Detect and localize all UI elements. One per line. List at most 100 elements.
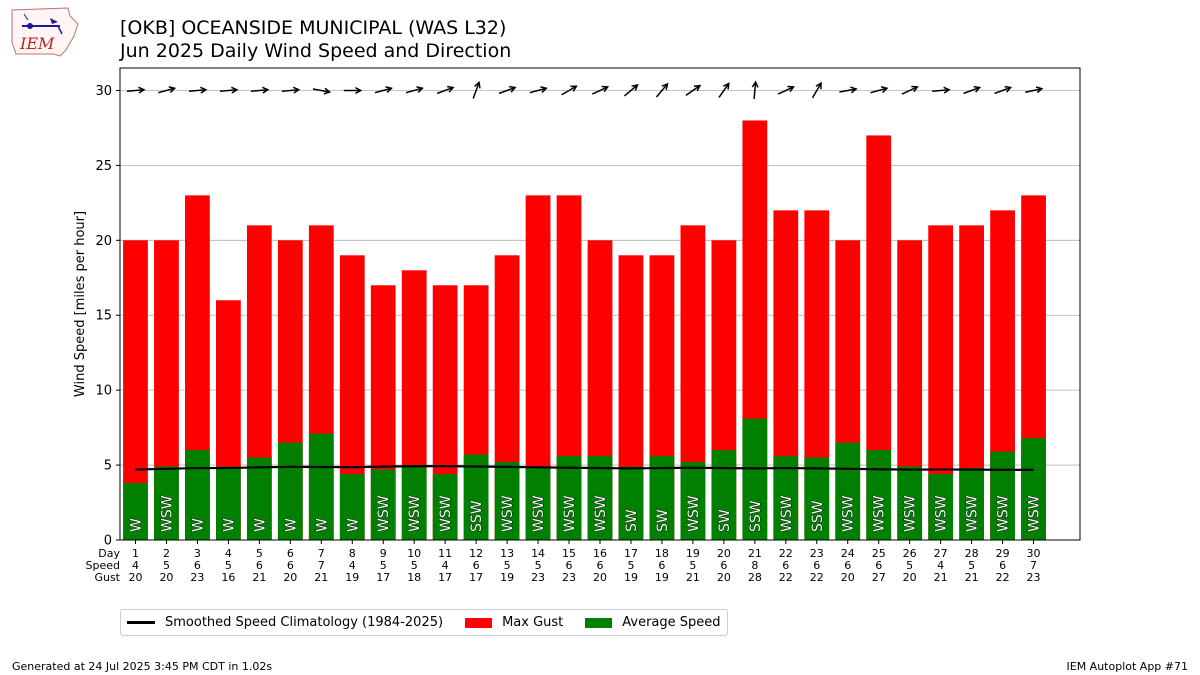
wind-arrow-day-6 — [281, 86, 301, 94]
wind-arrow-head-day-14 — [540, 86, 548, 93]
average-bar-day-9 — [370, 469, 396, 540]
x-gust-label-day-14: 23 — [531, 571, 545, 584]
wind-arrow-head-day-13 — [509, 85, 517, 93]
direction-label-day-26: WSW — [903, 495, 919, 532]
x-speed-label-day-15: 6 — [566, 559, 573, 572]
wind-arrow-day-30 — [1025, 86, 1044, 94]
legend-gust-label: Max Gust — [502, 615, 564, 630]
x-day-label-13: 13 — [500, 547, 514, 560]
y-tick-label-25: 25 — [95, 159, 112, 174]
direction-label-day-30: WSW — [1027, 495, 1043, 532]
x-day-label-8: 8 — [349, 547, 356, 560]
average-bar-day-23 — [804, 457, 830, 540]
wind-arrow-shaft-day-11 — [436, 86, 454, 95]
average-bar-day-30 — [1021, 438, 1046, 540]
wind-arrow-head-day-17 — [631, 84, 639, 91]
wind-arrow-shaft-day-18 — [655, 83, 668, 98]
wind-arrow-head-day-1 — [138, 86, 146, 94]
direction-labels: W WSW W W W W W W WSW WSW WSW SSW WSW WSW WSW WSW SW SW WS… — [128, 495, 1043, 533]
wind-arrow-shaft-day-7 — [312, 88, 330, 93]
average-bar-day-19 — [680, 462, 706, 540]
wind-arrow-head-day-23 — [815, 81, 822, 90]
wind-arrow-day-12 — [472, 81, 481, 99]
average-bar-day-28 — [959, 468, 984, 540]
x-gust-label-day-15: 23 — [562, 571, 576, 584]
x-day-label-17: 17 — [624, 547, 638, 560]
x-speed-label-day-5: 6 — [256, 559, 263, 572]
wind-arrow-head-day-29 — [1004, 85, 1013, 93]
x-gust-label-day-21: 28 — [748, 571, 762, 584]
average-bar-day-14 — [525, 466, 551, 540]
x-day-label-27: 27 — [934, 547, 948, 560]
x-row-heading-speed: Speed — [86, 559, 120, 572]
x-speed-label-day-19: 5 — [689, 559, 696, 572]
average-bar-day-13 — [494, 462, 520, 540]
wind-arrow-day-24 — [839, 86, 858, 94]
x-gust-label-day-3: 23 — [190, 571, 204, 584]
wind-arrow-head-day-26 — [911, 85, 919, 93]
x-speed-label-day-4: 5 — [225, 559, 232, 572]
direction-label-day-3: W — [190, 518, 206, 532]
wind-arrow-shaft-day-1 — [126, 88, 145, 92]
wind-arrow-shaft-day-6 — [281, 88, 299, 92]
x-speed-label-day-23: 6 — [813, 559, 820, 572]
x-speed-label-day-18: 6 — [658, 559, 665, 572]
x-gust-label-day-13: 19 — [500, 571, 514, 584]
x-speed-label-day-13: 5 — [504, 559, 511, 572]
x-day-label-14: 14 — [531, 547, 545, 560]
x-day-label-30: 30 — [1027, 547, 1041, 560]
direction-label-day-11: WSW — [438, 495, 454, 532]
wind-arrow-shaft-day-13 — [498, 86, 516, 95]
wind-arrow-head-day-12 — [474, 81, 481, 89]
x-speed-label-day-12: 6 — [473, 559, 480, 572]
y-tick-label-10: 10 — [95, 384, 112, 399]
legend-average-swatch — [585, 617, 613, 628]
wind-arrow-head-day-27 — [943, 86, 951, 94]
x-gust-label-day-4: 16 — [221, 571, 235, 584]
wind-arrow-day-7 — [312, 87, 332, 95]
wind-arrow-day-27 — [932, 86, 951, 94]
x-speed-label-day-1: 4 — [132, 559, 139, 572]
wind-arrow-shaft-day-28 — [963, 86, 980, 95]
direction-label-day-7: W — [314, 518, 330, 532]
direction-label-day-28: WSW — [965, 495, 981, 532]
x-speed-label-day-7: 7 — [318, 559, 325, 572]
direction-label-day-27: WSW — [934, 495, 950, 532]
x-speed-label-day-20: 6 — [720, 559, 727, 572]
wind-arrow-head-day-24 — [850, 86, 858, 94]
legend: Smoothed Speed Climatology (1984-2025) M… — [120, 609, 728, 636]
wind-arrow-day-26 — [901, 85, 919, 95]
direction-label-day-22: WSW — [779, 495, 795, 532]
wind-arrow-shaft-day-21 — [753, 81, 757, 100]
x-day-label-10: 10 — [407, 547, 421, 560]
legend-item-average: Average Speed — [585, 615, 721, 630]
average-bar-day-6 — [277, 442, 303, 540]
average-bar-day-17 — [618, 466, 644, 540]
average-bar-day-11 — [432, 474, 458, 540]
direction-label-day-23: SSW — [810, 500, 826, 532]
wind-arrow-head-day-4 — [231, 86, 239, 94]
x-day-label-9: 9 — [380, 547, 387, 560]
average-bar-day-15 — [556, 456, 582, 540]
average-bar-day-27 — [928, 474, 954, 540]
wind-arrow-shaft-day-12 — [472, 82, 480, 99]
x-speed-label-day-24: 6 — [844, 559, 851, 572]
iem-logo: IEM — [8, 6, 80, 60]
wind-arrow-day-9 — [374, 86, 393, 94]
x-gust-label-day-18: 19 — [655, 571, 669, 584]
wind-arrow-day-11 — [436, 85, 455, 95]
average-bar-day-18 — [649, 456, 675, 540]
direction-label-day-10: WSW — [407, 495, 423, 532]
average-bar-day-25 — [866, 450, 892, 540]
x-speed-label-day-26: 5 — [906, 559, 913, 572]
x-day-label-16: 16 — [593, 547, 607, 560]
wind-arrow-day-2 — [158, 86, 177, 94]
average-bar-day-3 — [185, 450, 210, 540]
wind-arrow-day-21 — [751, 80, 759, 100]
x-speed-label-day-17: 5 — [627, 559, 634, 572]
iem-logo-text: IEM — [20, 34, 55, 53]
wind-arrow-day-1 — [126, 86, 146, 94]
wind-arrow-day-22 — [777, 85, 795, 95]
x-gust-label-day-9: 17 — [376, 571, 390, 584]
wind-arrow-shaft-day-17 — [623, 84, 638, 97]
